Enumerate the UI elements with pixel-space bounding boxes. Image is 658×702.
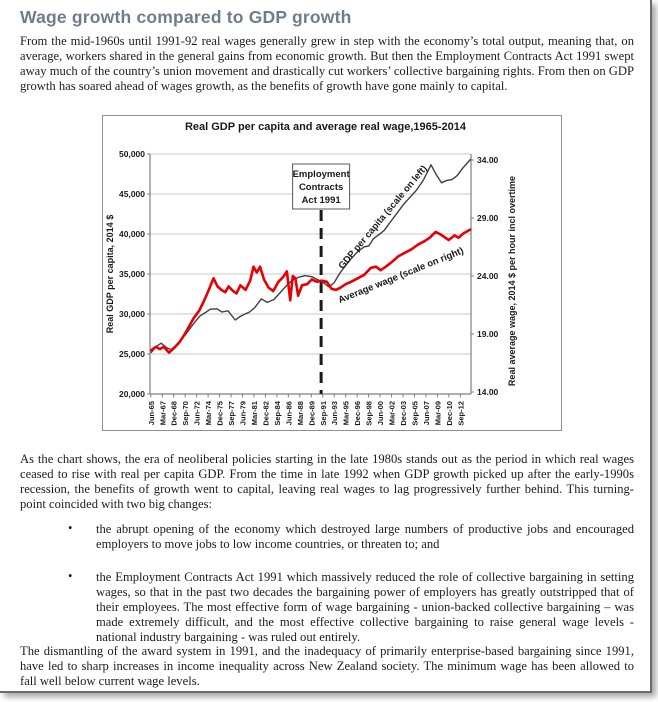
y-axis-left-tick-label: 25,000	[119, 349, 145, 359]
x-axis-tick-label: Jun-86	[284, 401, 293, 425]
gdp-per-capita-series-label: GDP per capita (scale on left)	[337, 163, 430, 271]
eca-annotation-text: Contracts	[299, 182, 343, 193]
gdp-wage-chart: 20,000 25,000 30,000 35,000 40,000 45,000 50,0…	[102, 115, 562, 431]
average-wage-series-line	[149, 228, 472, 354]
gdp-per-capita-series-line	[150, 158, 471, 354]
x-axis-tick-label: Dec-10	[445, 401, 454, 426]
y-axis-right-title: Real average wage, 2014 $ per hour incl …	[507, 176, 517, 386]
y-axis-right-tick-label: 29.00	[477, 213, 499, 223]
y-axis-right-tick-label: 24.00	[477, 271, 499, 281]
y-axis-right-tick-label: 19.00	[477, 329, 499, 339]
y-axis-left-tick-label: 45,000	[119, 189, 145, 199]
x-axis-tick-label: Jun-65	[147, 401, 156, 425]
y-axis-left-tick-label: 40,000	[119, 229, 145, 239]
bullet-employment-contracts-act: the Employment Contracts Act 1991 which …	[20, 569, 634, 645]
x-axis-tick-label: Mar-67	[158, 401, 167, 425]
x-axis-tick-label: Mar-81	[250, 401, 259, 425]
x-axis-tick-label: Dec-75	[216, 401, 225, 426]
x-axis-tick-label: Sep-77	[227, 401, 236, 426]
changes-bullet-list: the abrupt opening of the economy which …	[20, 521, 634, 663]
x-axis-tick-label: Dec-68	[170, 401, 179, 426]
x-axis-tick-label: Mar-88	[296, 401, 305, 425]
chart-title: Real GDP per capita and average real wag…	[185, 121, 467, 133]
x-axis-tick-label: Mar-02	[388, 401, 397, 425]
y-axis-left-tick-label: 35,000	[119, 269, 145, 279]
eca-annotation-text: Employment	[293, 169, 351, 180]
x-axis-tick-label: Jun-00	[376, 401, 385, 425]
x-axis-tick-label: Sep-84	[273, 400, 282, 425]
y-axis-left-title: Real GDP per capita, 2014 $	[105, 215, 115, 333]
x-axis-tick-label: Dec-96	[353, 401, 362, 426]
x-axis-tick-label: Mar-09	[433, 401, 442, 425]
chart-canvas: 20,000 25,000 30,000 35,000 40,000 45,000 50,0…	[105, 121, 517, 426]
x-axis-tick-label: Dec-89	[307, 401, 316, 426]
x-axis-tick-label: Mar-74	[204, 400, 213, 425]
eca-annotation-text: Act 1991	[302, 195, 342, 206]
y-axis-left-tick-label: 20,000	[119, 389, 145, 399]
analysis-paragraph: As the chart shows, the era of neolibera…	[20, 452, 634, 511]
x-axis-tick-label: Jun-93	[330, 401, 339, 425]
x-axis-tick-label: Sep-91	[319, 401, 328, 426]
x-axis-tick-label: Sep-70	[181, 401, 190, 426]
y-axis-left-tick-label: 50,000	[119, 149, 145, 159]
y-axis-right-tick-label: 14.00	[477, 387, 499, 397]
intro-paragraph: From the mid-1960s until 1991-92 real wa…	[20, 34, 634, 93]
x-axis-tick-label: Sep-12	[456, 401, 465, 426]
page-title: Wage growth compared to GDP growth	[20, 7, 352, 27]
x-axis-tick-label: Dec-82	[261, 401, 270, 426]
x-axis-tick-label: Mar-95	[342, 401, 351, 425]
x-axis-tick-label: Sep-05	[410, 401, 419, 426]
bullet-economy-opening: the abrupt opening of the economy which …	[20, 521, 634, 552]
x-axis-tick-label: Sep-98	[365, 401, 374, 426]
y-axis-right-tick-label: 34.00	[477, 155, 499, 165]
x-axis-tick-label: Jun-79	[239, 401, 248, 425]
article-page: Wage growth compared to GDP growth From …	[0, 0, 652, 693]
y-axis-left-tick-label: 30,000	[119, 309, 145, 319]
x-axis-tick-label: Jun-72	[193, 401, 202, 425]
x-axis-tick-label: Dec-03	[399, 401, 408, 426]
x-axis-tick-label: Jun-07	[422, 401, 431, 425]
closing-paragraph: The dismantling of the award system in 1…	[20, 644, 634, 688]
eca-annotation-box	[292, 163, 351, 210]
